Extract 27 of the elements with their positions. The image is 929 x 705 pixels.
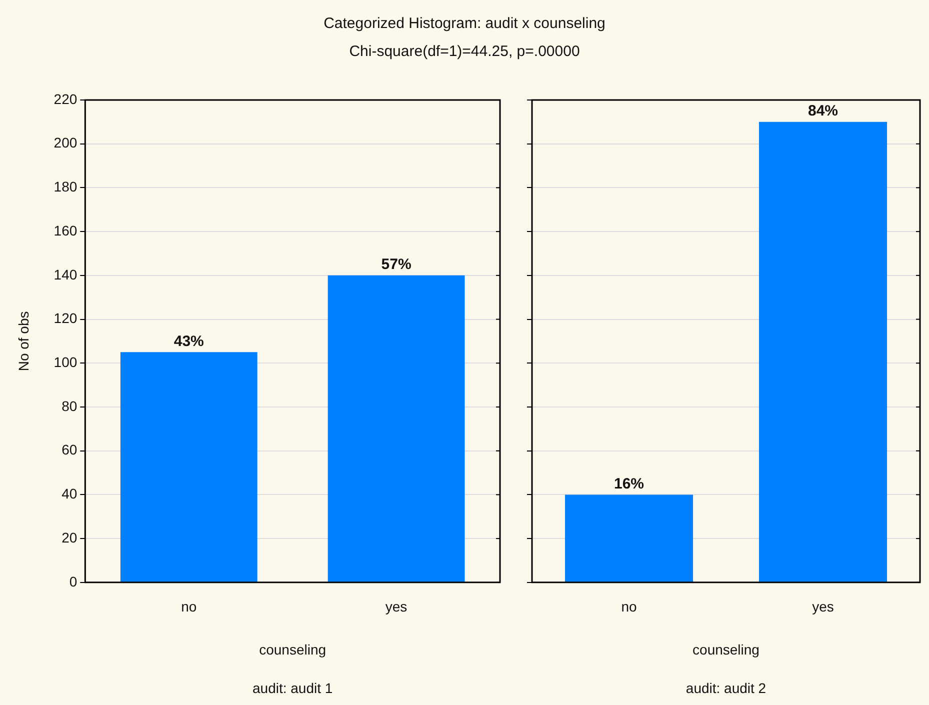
y-tick-label: 60 [62,442,78,458]
y-tick-label: 80 [62,398,78,414]
y-tick-label: 180 [54,178,78,195]
x-tick-label: no [181,598,197,615]
y-tick-label: 160 [54,222,78,238]
y-tick-label: 200 [54,134,78,151]
x-axis-title: counseling [692,641,760,658]
annotation: 84% [808,102,838,120]
y-tick-label: 20 [62,529,78,546]
annotation: 16% [614,475,644,492]
y-tick-label: 100 [54,354,78,370]
text: audit: audit 2 [686,680,766,696]
chart-title: Categorized Histogram: audit x counseling [322,14,606,34]
x-tick-label: yes [385,598,408,615]
y-tick-label: 0 [69,573,78,590]
y-tick-label: 140 [54,266,78,282]
text: audit: audit 1 [252,680,333,696]
chart-subtitle: Chi-square(df=1)=44.25, p=.00000 [348,42,581,62]
x-axis-title: counseling [259,641,326,658]
y-tick-label: 220 [54,90,78,107]
y-axis-title: No of obs [15,311,32,372]
x-tick-label: no [621,598,637,615]
annotation: 43% [174,332,204,350]
y-tick-label: 120 [54,310,78,326]
annotation: 57% [381,256,412,274]
y-tick-label: 40 [62,486,78,502]
x-tick-label: yes [812,598,834,615]
